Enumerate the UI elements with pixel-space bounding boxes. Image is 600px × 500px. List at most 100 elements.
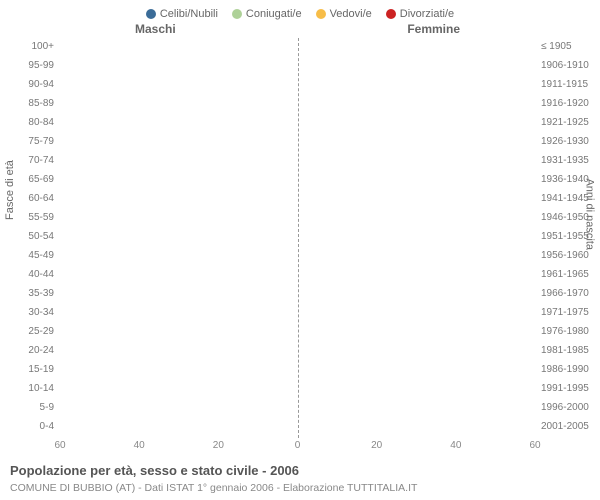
x-tick: 60: [529, 440, 540, 451]
female-half: [298, 57, 536, 74]
age-row: 75-791926-1930: [60, 133, 535, 150]
legend-label: Coniugati/e: [246, 8, 302, 20]
x-axis: 6040200 204060: [60, 440, 535, 456]
birth-label: 1931-1935: [535, 152, 597, 169]
age-row: 50-541951-1955: [60, 228, 535, 245]
birth-label: 1946-1950: [535, 209, 597, 226]
age-row: 10-141991-1995: [60, 380, 535, 397]
birth-label: 1986-1990: [535, 361, 597, 378]
age-row: 100+≤ 1905: [60, 38, 535, 55]
age-row: 70-741931-1935: [60, 152, 535, 169]
male-half: [60, 361, 298, 378]
age-label: 70-74: [5, 152, 60, 169]
age-row: 20-241981-1985: [60, 342, 535, 359]
female-half: [298, 228, 536, 245]
birth-label: 1961-1965: [535, 266, 597, 283]
age-row: 90-941911-1915: [60, 76, 535, 93]
age-label: 65-69: [5, 171, 60, 188]
age-row: 60-641941-1945: [60, 190, 535, 207]
birth-label: 1991-1995: [535, 380, 597, 397]
age-label: 20-24: [5, 342, 60, 359]
legend-swatch: [316, 9, 326, 19]
female-half: [298, 76, 536, 93]
birth-label: 1966-1970: [535, 285, 597, 302]
female-half: [298, 342, 536, 359]
male-half: [60, 95, 298, 112]
legend-item: Coniugati/e: [232, 8, 302, 20]
age-row: 0-42001-2005: [60, 418, 535, 435]
female-half: [298, 190, 536, 207]
male-half: [60, 399, 298, 416]
age-label: 5-9: [5, 399, 60, 416]
female-half: [298, 114, 536, 131]
age-label: 40-44: [5, 266, 60, 283]
male-half: [60, 114, 298, 131]
legend-swatch: [232, 9, 242, 19]
birth-label: 1906-1910: [535, 57, 597, 74]
age-label: 55-59: [5, 209, 60, 226]
female-half: [298, 323, 536, 340]
birth-label: 1996-2000: [535, 399, 597, 416]
male-half: [60, 418, 298, 435]
birth-label: 1971-1975: [535, 304, 597, 321]
male-half: [60, 247, 298, 264]
legend-item: Vedovi/e: [316, 8, 372, 20]
age-row: 30-341971-1975: [60, 304, 535, 321]
birth-label: 1981-1985: [535, 342, 597, 359]
female-half: [298, 266, 536, 283]
age-row: 40-441961-1965: [60, 266, 535, 283]
male-half: [60, 209, 298, 226]
male-half: [60, 171, 298, 188]
legend-item: Divorziati/e: [386, 8, 454, 20]
female-half: [298, 171, 536, 188]
age-row: 25-291976-1980: [60, 323, 535, 340]
female-half: [298, 152, 536, 169]
legend: Celibi/Nubili Coniugati/e Vedovi/e Divorzia…: [0, 0, 600, 24]
female-heading: Femmine: [407, 22, 460, 36]
female-half: [298, 38, 536, 55]
male-half: [60, 266, 298, 283]
age-label: 45-49: [5, 247, 60, 264]
female-half: [298, 133, 536, 150]
female-half: [298, 399, 536, 416]
male-half: [60, 342, 298, 359]
birth-label: 1911-1915: [535, 76, 597, 93]
male-half: [60, 57, 298, 74]
male-half: [60, 152, 298, 169]
female-half: [298, 95, 536, 112]
birth-label: 1976-1980: [535, 323, 597, 340]
age-label: 85-89: [5, 95, 60, 112]
age-row: 95-991906-1910: [60, 57, 535, 74]
plot-area: 100+≤ 190595-991906-191090-941911-191585…: [60, 38, 535, 438]
female-half: [298, 418, 536, 435]
age-label: 25-29: [5, 323, 60, 340]
x-tick: 20: [371, 440, 382, 451]
legend-label: Vedovi/e: [330, 8, 372, 20]
x-tick: 40: [134, 440, 145, 451]
male-half: [60, 304, 298, 321]
age-label: 50-54: [5, 228, 60, 245]
birth-label: 1951-1955: [535, 228, 597, 245]
female-half: [298, 285, 536, 302]
male-half: [60, 323, 298, 340]
female-half: [298, 361, 536, 378]
chart-subtitle: COMUNE DI BUBBIO (AT) - Dati ISTAT 1° ge…: [10, 482, 417, 494]
legend-label: Divorziati/e: [400, 8, 454, 20]
male-half: [60, 38, 298, 55]
age-label: 95-99: [5, 57, 60, 74]
age-label: 10-14: [5, 380, 60, 397]
x-tick: 60: [54, 440, 65, 451]
age-row: 55-591946-1950: [60, 209, 535, 226]
legend-swatch: [146, 9, 156, 19]
age-label: 100+: [5, 38, 60, 55]
legend-label: Celibi/Nubili: [160, 8, 218, 20]
age-label: 0-4: [5, 418, 60, 435]
legend-item: Celibi/Nubili: [146, 8, 218, 20]
birth-label: 1926-1930: [535, 133, 597, 150]
birth-label: 2001-2005: [535, 418, 597, 435]
age-label: 75-79: [5, 133, 60, 150]
population-pyramid: Celibi/Nubili Coniugati/e Vedovi/e Divorzia…: [0, 0, 600, 500]
age-row: 45-491956-1960: [60, 247, 535, 264]
female-half: [298, 209, 536, 226]
female-half: [298, 247, 536, 264]
